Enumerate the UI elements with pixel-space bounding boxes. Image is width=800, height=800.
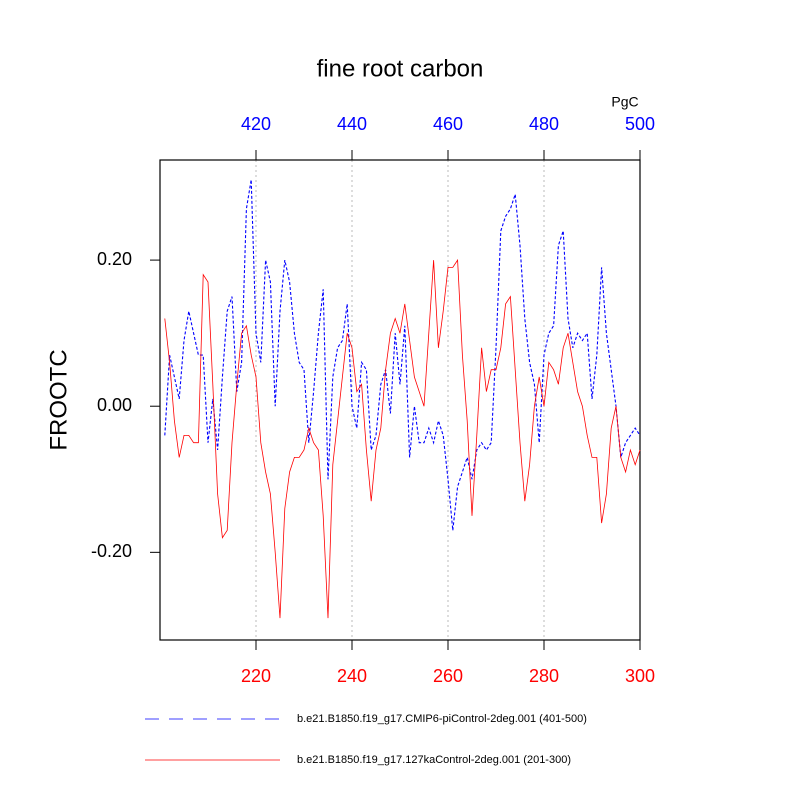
series-line <box>164 179 641 531</box>
y-tick-label: 0.20 <box>97 249 132 269</box>
x-tick-label: 220 <box>241 666 271 686</box>
x2-tick-label: 480 <box>529 114 559 134</box>
y-tick-label: -0.20 <box>91 541 132 561</box>
legend-label: b.e21.B1850.f19_g17.CMIP6-piControl-2deg… <box>297 713 587 725</box>
x2-tick-label: 440 <box>337 114 367 134</box>
x-tick-label: 300 <box>625 666 655 686</box>
x2-tick-label: 420 <box>241 114 271 134</box>
x2-tick-label: 460 <box>433 114 463 134</box>
top-axis-unit: PgC <box>611 94 638 110</box>
x-tick-label: 260 <box>433 666 463 686</box>
y-axis-label: FROOTC <box>45 349 72 450</box>
x-tick-label: 280 <box>529 666 559 686</box>
x-tick-label: 240 <box>337 666 367 686</box>
legend-label: b.e21.B1850.f19_g17.127kaControl-2deg.00… <box>297 754 571 766</box>
chart-title: fine root carbon <box>317 55 484 82</box>
y-tick-label: 0.00 <box>97 395 132 415</box>
series-line <box>164 258 641 619</box>
plot-frame <box>159 159 641 641</box>
x2-tick-label: 500 <box>625 114 655 134</box>
